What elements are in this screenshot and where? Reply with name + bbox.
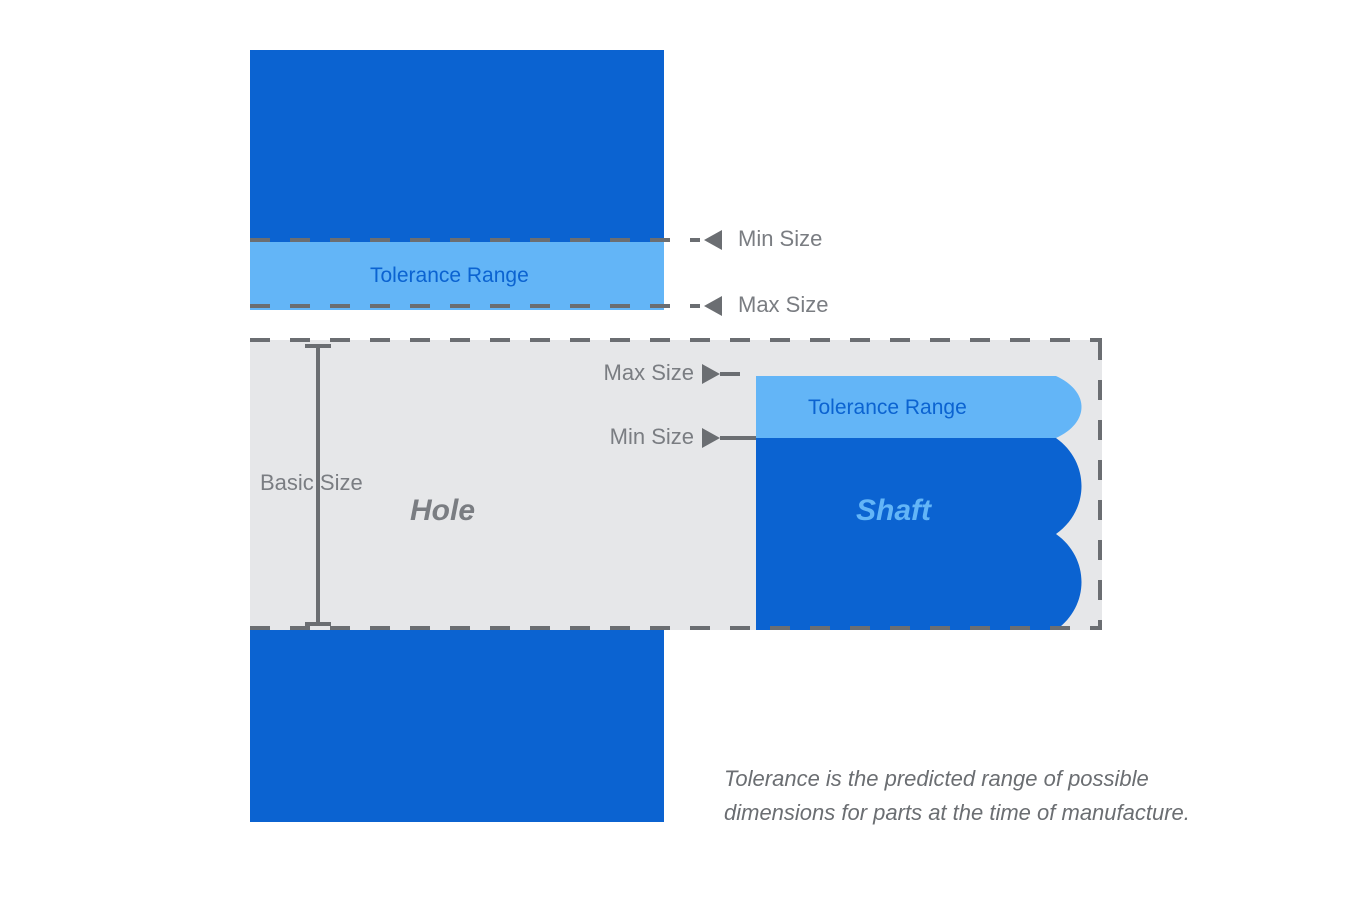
caption-line-2: dimensions for parts at the time of manu… [724, 800, 1190, 826]
caption-line-1: Tolerance is the predicted range of poss… [724, 766, 1149, 792]
arrow-right-icon [702, 428, 720, 448]
label-min-size-inner: Min Size [610, 424, 694, 450]
arrow-left-icon [704, 230, 722, 250]
label-min-size-upper: Min Size [738, 226, 822, 252]
label-shaft: Shaft [856, 494, 931, 528]
arrow-right-icon [702, 364, 720, 384]
label-shaft-tolerance: Tolerance Range [808, 396, 967, 420]
label-hole: Hole [410, 494, 475, 528]
top-hole-wall [250, 50, 664, 242]
basic-size-cap-top [305, 344, 331, 348]
arrow-left-icon [704, 296, 722, 316]
basic-size-cap-bot [305, 622, 331, 626]
dash-hole-top [250, 338, 1102, 342]
label-hole-tolerance: Tolerance Range [370, 264, 529, 288]
dash-hole-bot [250, 626, 1102, 630]
label-max-size-inner: Max Size [604, 360, 694, 386]
dash-hole-min [250, 238, 700, 242]
label-max-size-upper: Max Size [738, 292, 828, 318]
bottom-hole-wall [250, 630, 664, 822]
dash-shaft-max [720, 372, 756, 376]
label-basic-size: Basic Size [260, 470, 363, 496]
leader-min-size [720, 436, 756, 440]
dash-hole-right [1098, 340, 1102, 628]
dash-hole-max [250, 304, 700, 308]
